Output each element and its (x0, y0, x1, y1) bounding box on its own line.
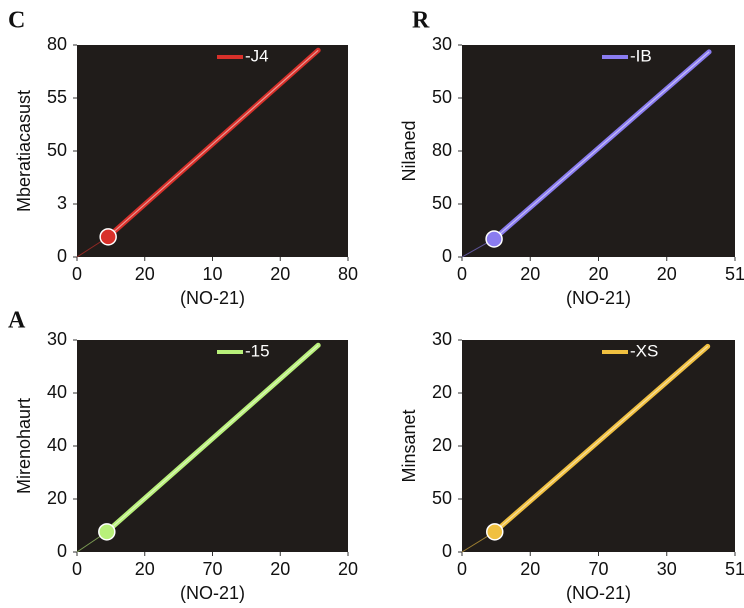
plot-area (462, 340, 735, 552)
y-tick-label: 20 (47, 488, 67, 508)
start-marker (99, 228, 117, 246)
panel-title: C (8, 8, 25, 34)
legend-label: -15 (245, 341, 270, 360)
x-tick-label: 20 (270, 264, 290, 284)
start-marker (485, 230, 503, 248)
legend-label: -IB (630, 46, 652, 65)
line-glow (107, 49, 319, 238)
y-axis-label: Nilaned (399, 120, 419, 181)
x-axis-label: (NO-21) (180, 583, 245, 603)
x-tick-label: 20 (270, 559, 290, 579)
x-tick-label: 0 (72, 559, 82, 579)
y-tick-label: 30 (432, 34, 452, 54)
line-glow (494, 345, 709, 533)
y-tick-label: 20 (432, 435, 452, 455)
x-axis-label: (NO-21) (180, 288, 245, 308)
x-tick-label: 51 (725, 264, 744, 284)
y-tick-label: 0 (57, 246, 67, 266)
y-tick-label: 20 (432, 382, 452, 402)
y-tick-label: 50 (432, 488, 452, 508)
legend-label: -XS (630, 341, 658, 360)
x-tick-label: 20 (135, 559, 155, 579)
y-axis-label: Mirenohaurt (14, 398, 34, 494)
x-tick-label: 70 (202, 559, 222, 579)
x-axis-label: (NO-21) (566, 583, 631, 603)
line-glow (106, 344, 319, 533)
y-tick-label: 40 (47, 435, 67, 455)
legend-label: -J4 (245, 46, 269, 65)
x-tick-label: 20 (520, 264, 540, 284)
panel-title: A (8, 308, 26, 334)
x-tick-label: 20 (657, 264, 677, 284)
x-tick-label: 20 (520, 559, 540, 579)
y-tick-label: 3 (57, 193, 67, 213)
y-tick-label: 30 (47, 329, 67, 349)
x-tick-label: 0 (457, 559, 467, 579)
y-tick-label: 50 (432, 87, 452, 107)
start-marker (486, 523, 504, 541)
x-tick-label: 80 (338, 264, 358, 284)
y-tick-label: 0 (442, 246, 452, 266)
y-tick-label: 55 (47, 87, 67, 107)
y-axis-label: Minsanet (399, 409, 419, 482)
line-glow (493, 51, 710, 240)
x-axis-label: (NO-21) (566, 288, 631, 308)
x-tick-label: 0 (457, 264, 467, 284)
x-tick-label: 70 (588, 559, 608, 579)
x-tick-label: 20 (135, 264, 155, 284)
y-tick-label: 30 (432, 329, 452, 349)
start-marker (98, 523, 116, 541)
x-tick-label: 51 (725, 559, 744, 579)
y-tick-label: 50 (432, 193, 452, 213)
x-tick-label: 0 (72, 264, 82, 284)
x-tick-label: 20 (588, 264, 608, 284)
y-tick-label: 80 (47, 34, 67, 54)
x-tick-label: 30 (657, 559, 677, 579)
y-tick-label: 0 (442, 541, 452, 561)
y-tick-label: 40 (47, 382, 67, 402)
y-tick-label: 0 (57, 541, 67, 561)
x-tick-label: 10 (202, 264, 222, 284)
y-tick-label: 80 (432, 140, 452, 160)
y-axis-label: Mberatiacasust (14, 90, 34, 212)
x-tick-label: 20 (338, 559, 358, 579)
y-tick-label: 50 (47, 140, 67, 160)
panel-title: R (412, 8, 430, 34)
